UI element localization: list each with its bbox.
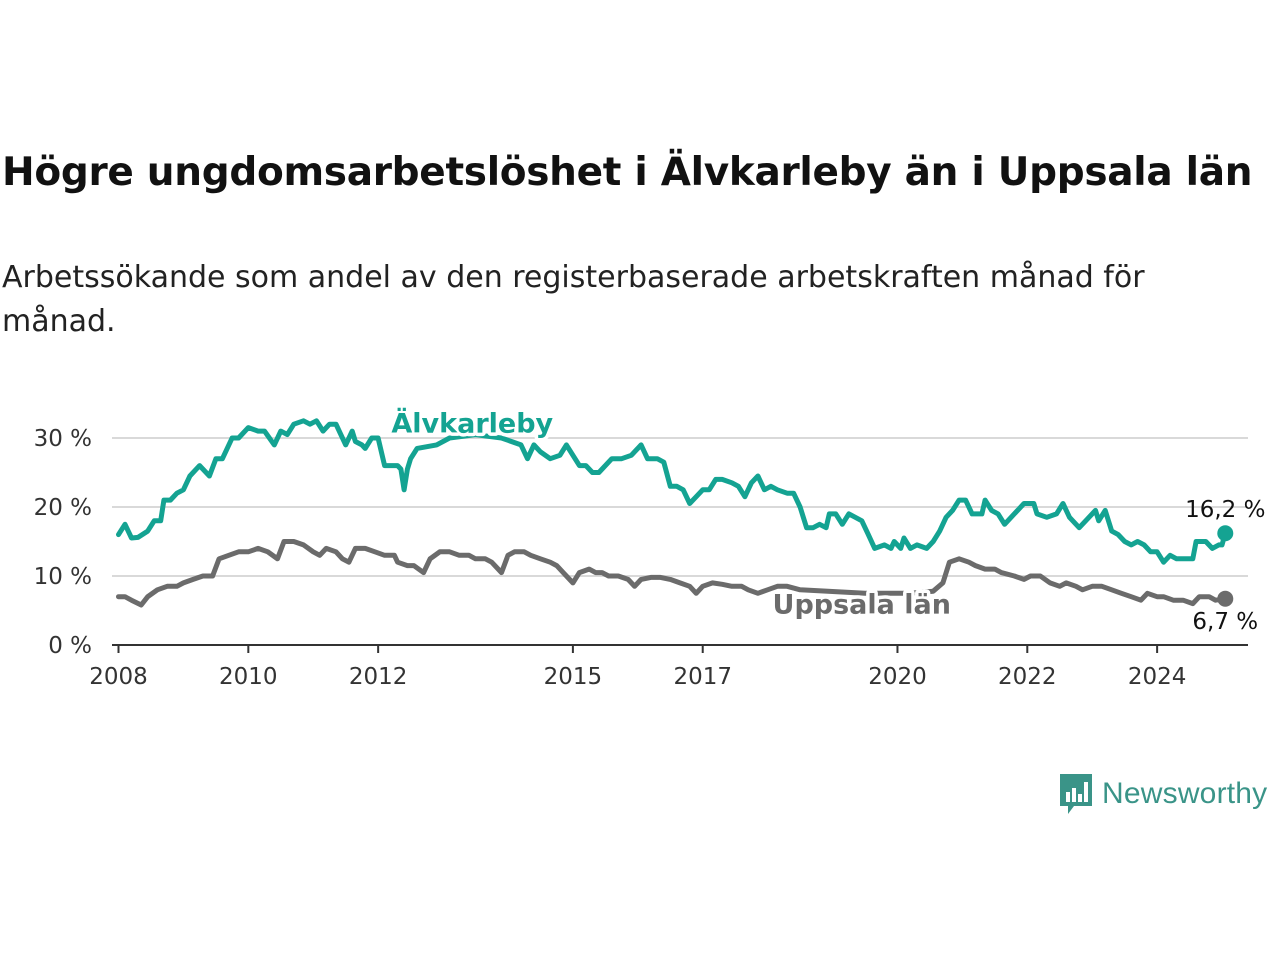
series-line-uppsala-lan [116,539,1228,608]
chart-title: Högre ungdomsarbetslöshet i Älvkarleby ä… [2,150,1253,195]
x-tick-label: 2012 [349,664,408,690]
end-marker-alvkarleby [1217,525,1234,542]
y-tick-label: 0 % [48,633,92,659]
x-tick-label: 2024 [1128,664,1187,690]
end-value-alvkarleby: 16,2 % [1185,497,1265,523]
x-tick-label: 2022 [998,664,1057,690]
end-value-uppsala-lan: 6,7 % [1192,609,1258,635]
bar-chart-speech-bubble-icon [1060,774,1092,814]
series-lines [116,418,1234,608]
y-tick-label: 30 % [34,426,92,452]
y-axis-ticks: 0 % 10 % 20 % 30 % [34,426,92,659]
end-marker-uppsala-lan [1217,590,1234,607]
y-tick-label: 10 % [34,564,92,590]
series-line-alvkarleby [116,418,1228,565]
series-name-alvkarleby: Älvkarleby [391,408,553,440]
gridlines [112,437,1248,577]
y-tick-label: 20 % [34,495,92,521]
series-labels: 16,2 % 6,7 % Älvkarleby Uppsala län [388,404,1266,635]
line-chart: 0 % 10 % 20 % 30 % 2008 2010 2012 2015 2017 2020… [34,404,1266,690]
series-name-uppsala-lan: Uppsala län [773,589,951,620]
x-tick-label: 2010 [219,664,278,690]
brand-name: Newsworthy [1102,777,1268,810]
x-axis-ticks: 2008 2010 2012 2015 2017 2020 2022 2024 [89,644,1248,690]
x-tick-label: 2017 [673,664,732,690]
x-tick-label: 2020 [868,664,927,690]
chart-subtitle: Arbetssökande som andel av den registerb… [2,260,1145,339]
x-tick-label: 2008 [89,664,148,690]
newsworthy-logo: Newsworthy [1058,772,1267,816]
x-tick-label: 2015 [544,664,603,690]
